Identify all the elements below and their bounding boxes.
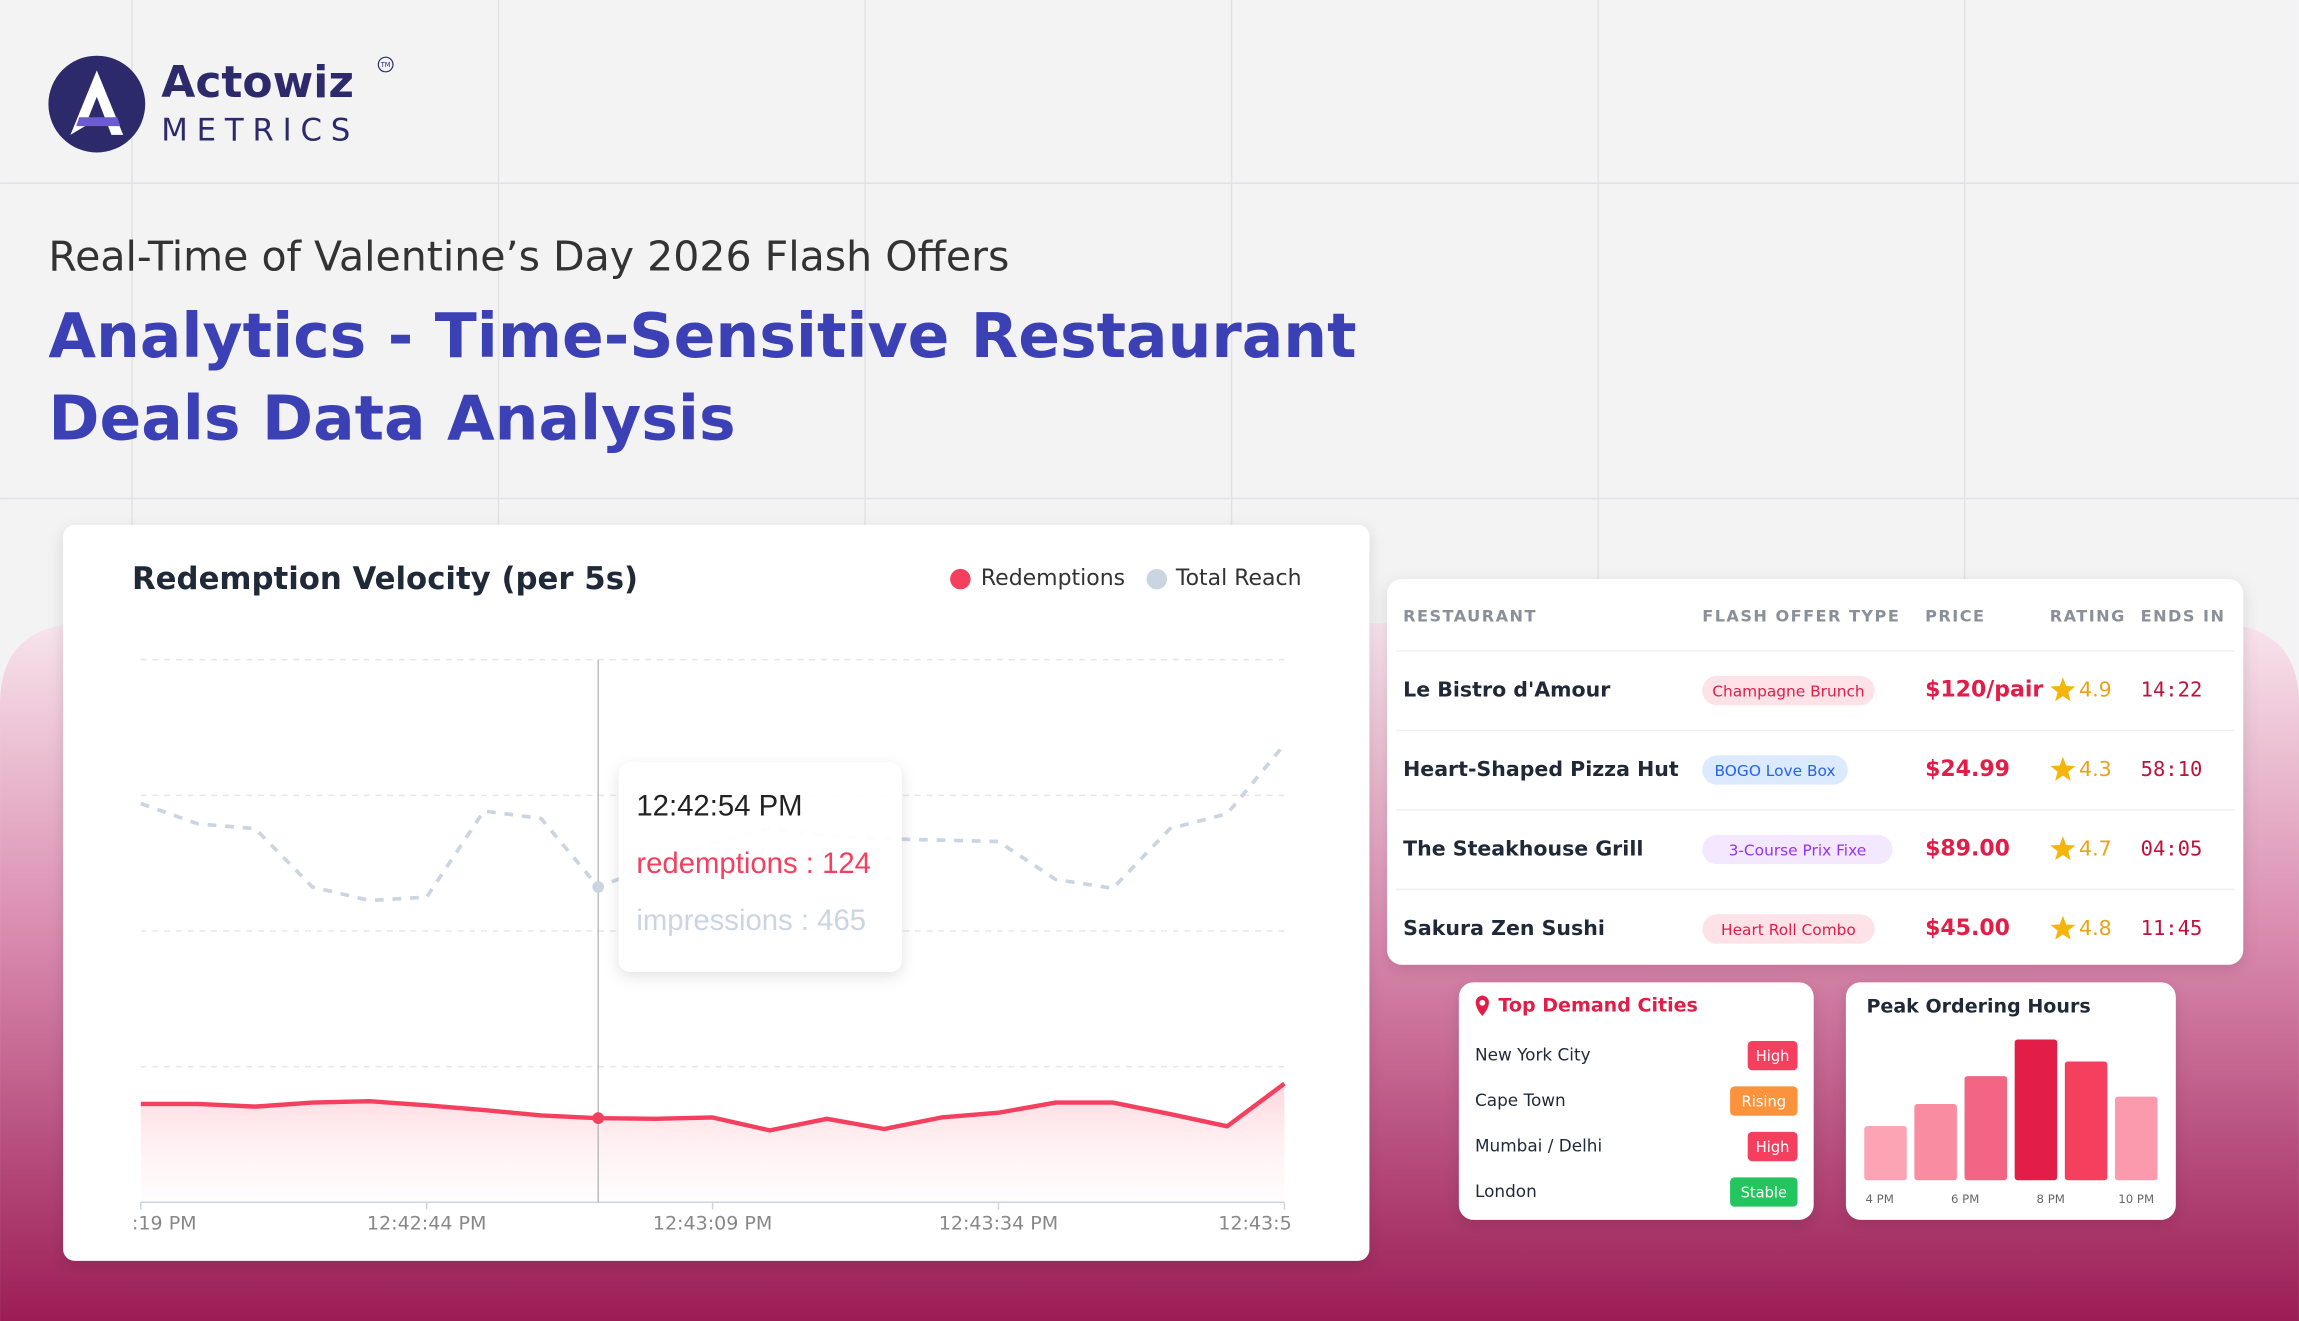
column-header: FLASH OFFER TYPE bbox=[1702, 607, 1900, 626]
city-name: Mumbai / Delhi bbox=[1475, 1136, 1602, 1156]
brand: Actowiz bbox=[161, 57, 354, 108]
bar bbox=[1914, 1104, 1957, 1181]
status-badge bbox=[1730, 1177, 1798, 1207]
offer-badge bbox=[1702, 675, 1875, 706]
ends-in: 04:05 bbox=[2141, 836, 2203, 860]
tooltip-line: 12:42:54 PM bbox=[636, 790, 802, 823]
restaurant-name: Le Bistro d'Amour bbox=[1403, 678, 1611, 702]
price: $24.99 bbox=[1925, 757, 2010, 782]
trademark: TM bbox=[380, 61, 391, 69]
city-name: London bbox=[1475, 1181, 1537, 1201]
bar bbox=[2064, 1061, 2108, 1181]
star-icon bbox=[2050, 915, 2076, 940]
tooltip bbox=[618, 762, 902, 973]
cities-card: Top Demand Cities New York City High Cape … bbox=[1458, 982, 1814, 1220]
x-tick-label: 8 PM bbox=[2037, 1192, 2065, 1206]
x-tick-label: 12:43:09 PM bbox=[653, 1213, 773, 1235]
price: $89.00 bbox=[1925, 836, 2010, 861]
chart-title: Redemption Velocity (per 5s) bbox=[132, 561, 638, 597]
column-header: ENDS IN bbox=[2141, 607, 2226, 626]
offer-type: 3-Course Prix Fixe bbox=[1729, 841, 1867, 859]
hover-point bbox=[592, 1112, 605, 1125]
column-header: RESTAURANT bbox=[1403, 607, 1537, 626]
rating: 4.8 bbox=[2079, 916, 2112, 940]
chart-title: Peak Ordering Hours bbox=[1866, 996, 2090, 1018]
column-header: PRICE bbox=[1925, 607, 1985, 626]
rating: 4.3 bbox=[2079, 757, 2112, 781]
offer-badge bbox=[1702, 834, 1893, 865]
legend-label: Redemptions bbox=[981, 566, 1125, 591]
bar bbox=[1964, 1076, 2008, 1181]
restaurant-name: The Steakhouse Grill bbox=[1403, 836, 1643, 860]
subtitle: Real-Time of Valentine’s Day 2026 Flash … bbox=[48, 233, 1009, 281]
x-tick-label: 4 PM bbox=[1865, 1192, 1893, 1206]
hover-point bbox=[592, 881, 605, 893]
city-name: New York City bbox=[1475, 1045, 1591, 1065]
offer-type: Heart Roll Combo bbox=[1721, 921, 1856, 939]
logo: Actowiz TM METRICS bbox=[48, 55, 394, 153]
offer-badge bbox=[1702, 755, 1848, 785]
offer-type: Champagne Brunch bbox=[1712, 683, 1864, 701]
x-tick-label: 12:43:34 PM bbox=[939, 1213, 1059, 1235]
status: Rising bbox=[1742, 1094, 1787, 1111]
restaurant-name: Heart-Shaped Pizza Hut bbox=[1403, 757, 1679, 781]
star-icon bbox=[2050, 756, 2076, 781]
ends-in: 14:22 bbox=[2141, 678, 2203, 702]
offer-type: BOGO Love Box bbox=[1715, 762, 1836, 780]
x-tick-label: 10 PM bbox=[2118, 1192, 2154, 1206]
city-name: Cape Town bbox=[1475, 1090, 1566, 1110]
tooltip-line: redemptions : 124 bbox=[636, 847, 871, 880]
legend-label: Total Reach bbox=[1175, 566, 1302, 591]
bar bbox=[1864, 1126, 1907, 1181]
ends-in: 58:10 bbox=[2141, 757, 2203, 781]
status: High bbox=[1756, 1139, 1790, 1156]
deals-table: RESTAURANT FLASH OFFER TYPE PRICE RATING END… bbox=[1387, 579, 2244, 965]
status-badge bbox=[1747, 1131, 1798, 1162]
status-badge bbox=[1747, 1040, 1798, 1071]
tooltip-line: impressions : 465 bbox=[636, 904, 866, 937]
column-header: RATING bbox=[2050, 607, 2126, 626]
card-title: Top Demand Cities bbox=[1498, 994, 1697, 1016]
legend-swatch bbox=[950, 568, 971, 590]
bar-chart-card: Peak Ordering Hours 4 PM 6 PM 8 PM 10 PM bbox=[1845, 982, 2176, 1220]
x-tick-label: :19 PM bbox=[132, 1213, 197, 1235]
star-icon bbox=[2050, 836, 2076, 861]
line-chart-card: Redemption Velocity (per 5s) Redemptions… bbox=[63, 524, 1370, 1261]
rating: 4.7 bbox=[2079, 836, 2112, 860]
status-badge bbox=[1730, 1086, 1798, 1116]
status: High bbox=[1756, 1048, 1790, 1065]
price: $120/pair bbox=[1925, 678, 2043, 703]
headline: Analytics - Time-Sensitive Restaurant bbox=[48, 300, 1356, 372]
x-tick-label: 12:42:44 PM bbox=[367, 1213, 487, 1235]
offer-badge bbox=[1702, 914, 1875, 944]
headline: Deals Data Analysis bbox=[48, 382, 735, 454]
rating: 4.9 bbox=[2079, 678, 2112, 702]
status: Stable bbox=[1741, 1184, 1787, 1201]
restaurant-name: Sakura Zen Sushi bbox=[1403, 916, 1605, 940]
x-tick-label: 12:43:5 bbox=[1218, 1213, 1291, 1235]
ends-in: 11:45 bbox=[2141, 916, 2203, 940]
x-tick-label: 6 PM bbox=[1951, 1192, 1979, 1206]
legend-swatch bbox=[1146, 568, 1168, 590]
series-line bbox=[140, 1081, 1286, 1133]
price: $45.00 bbox=[1925, 916, 2010, 941]
star-icon bbox=[2050, 677, 2076, 702]
bar bbox=[2014, 1039, 2058, 1181]
brand-sub: METRICS bbox=[161, 112, 359, 148]
bar bbox=[2114, 1096, 2158, 1181]
